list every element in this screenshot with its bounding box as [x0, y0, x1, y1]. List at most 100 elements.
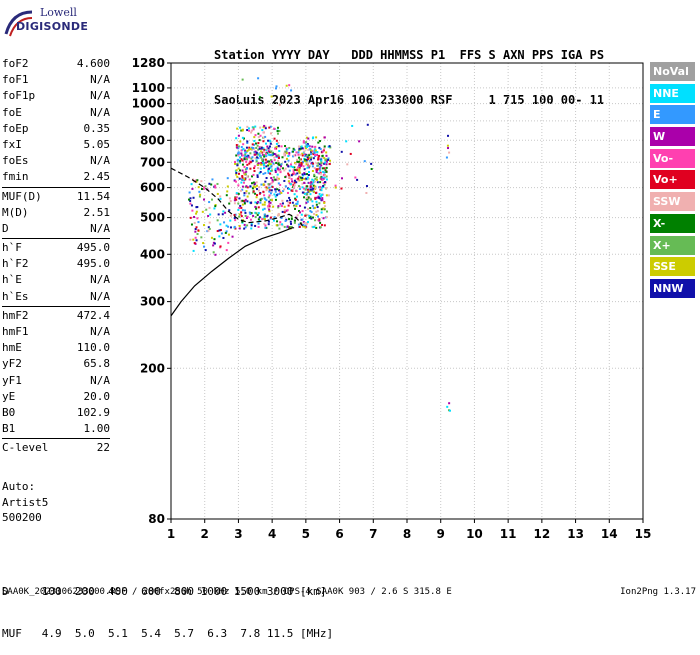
- echo-point: [203, 186, 206, 189]
- echo-point: [329, 159, 332, 162]
- echo-point: [302, 140, 305, 143]
- echo-point: [273, 159, 276, 162]
- digisonde-logo: Lowell DIGISONDE: [4, 6, 88, 40]
- echo-point: [242, 171, 245, 174]
- echo-point: [246, 200, 249, 203]
- echo-point: [228, 202, 231, 205]
- echo-point: [303, 206, 306, 209]
- echo-point: [324, 158, 327, 161]
- y-tick-label: 400: [140, 247, 165, 261]
- param-name: C-level: [2, 441, 49, 455]
- echo-point: [240, 206, 243, 209]
- echo-point: [255, 151, 258, 154]
- echo-point: [307, 158, 310, 161]
- y-tick-label: 700: [140, 155, 165, 169]
- echo-point: [295, 169, 298, 172]
- param-row-d: D N/A: [2, 221, 110, 237]
- echo-point: [315, 171, 318, 174]
- echo-point: [312, 162, 315, 165]
- header-labels: Station YYYY DAY DDD HHMMSS P1 FFS S AXN…: [214, 48, 605, 62]
- echo-point: [255, 181, 258, 184]
- param-name: h`F: [2, 241, 22, 255]
- echo-point: [192, 238, 195, 241]
- param-name: fmin: [2, 170, 29, 184]
- echo-point: [270, 164, 273, 167]
- echo-point: [292, 171, 295, 174]
- echo-point: [319, 221, 322, 224]
- echo-point: [311, 204, 314, 207]
- echo-point: [246, 156, 249, 159]
- legend-item-nnw: NNW: [650, 278, 695, 298]
- echo-point: [240, 178, 243, 181]
- echo-point: [238, 177, 241, 180]
- echo-point: [315, 169, 318, 172]
- echo-point: [320, 177, 323, 180]
- echo-point: [244, 151, 247, 154]
- param-name: hmF2: [2, 308, 29, 322]
- echo-point: [267, 149, 270, 152]
- echo-point: [446, 144, 449, 147]
- echo-point: [264, 125, 267, 128]
- echo-point: [246, 141, 249, 144]
- echo-point: [323, 176, 326, 179]
- echo-point: [239, 213, 242, 216]
- echo-point: [235, 137, 238, 140]
- echo-point: [274, 169, 277, 172]
- echo-point: [294, 197, 297, 200]
- echo-point: [334, 186, 337, 189]
- echo-point: [315, 176, 318, 179]
- echo-point: [314, 191, 317, 194]
- param-row-b0: B0 102.9: [2, 405, 110, 421]
- echo-point: [245, 146, 248, 149]
- param-value: 5.05: [83, 137, 111, 151]
- echo-point: [295, 151, 298, 154]
- echo-point: [311, 137, 314, 140]
- echo-point: [314, 185, 317, 188]
- echo-point: [311, 182, 314, 185]
- auto-label: Auto:: [2, 480, 36, 493]
- echo-point: [277, 154, 280, 157]
- muf-table: D 100 200 400 600 800 1000 1500 3000 [km…: [2, 557, 333, 655]
- echo-point: [195, 206, 198, 209]
- echo-point: [325, 166, 328, 169]
- echo-point: [193, 242, 196, 245]
- echo-point: [238, 207, 241, 210]
- echo-point: [227, 233, 230, 236]
- echo-point: [196, 217, 199, 220]
- echo-point: [303, 222, 306, 225]
- param-separator: [2, 238, 110, 240]
- echo-point: [255, 196, 258, 199]
- echo-point: [244, 226, 247, 229]
- echo-point: [303, 196, 306, 199]
- echo-point: [324, 169, 327, 172]
- y-tick-label: 900: [140, 114, 165, 128]
- echo-point: [323, 162, 326, 165]
- echo-point: [298, 149, 301, 152]
- echo-point: [287, 172, 290, 175]
- echo-point: [276, 126, 279, 129]
- echo-point: [246, 175, 249, 178]
- echo-point: [271, 178, 274, 181]
- echo-point: [290, 89, 293, 92]
- echo-point: [303, 181, 306, 184]
- param-row-h-f: h`F 495.0: [2, 240, 110, 256]
- echo-point: [219, 229, 222, 232]
- echo-point: [254, 224, 257, 227]
- echo-point: [268, 162, 271, 165]
- echo-point: [258, 146, 261, 149]
- echo-point: [316, 206, 319, 209]
- echo-point: [239, 189, 242, 192]
- echo-point: [322, 184, 325, 187]
- echo-point: [318, 202, 321, 205]
- echo-point: [263, 155, 266, 158]
- echo-point: [273, 193, 276, 196]
- echo-point: [305, 187, 308, 190]
- echo-point: [280, 163, 283, 166]
- echo-point: [261, 208, 264, 211]
- echo-point: [321, 198, 324, 201]
- echo-point: [327, 158, 330, 161]
- echo-point: [268, 186, 271, 189]
- echo-point: [283, 209, 286, 212]
- echo-point: [322, 181, 325, 184]
- echo-point: [241, 163, 244, 166]
